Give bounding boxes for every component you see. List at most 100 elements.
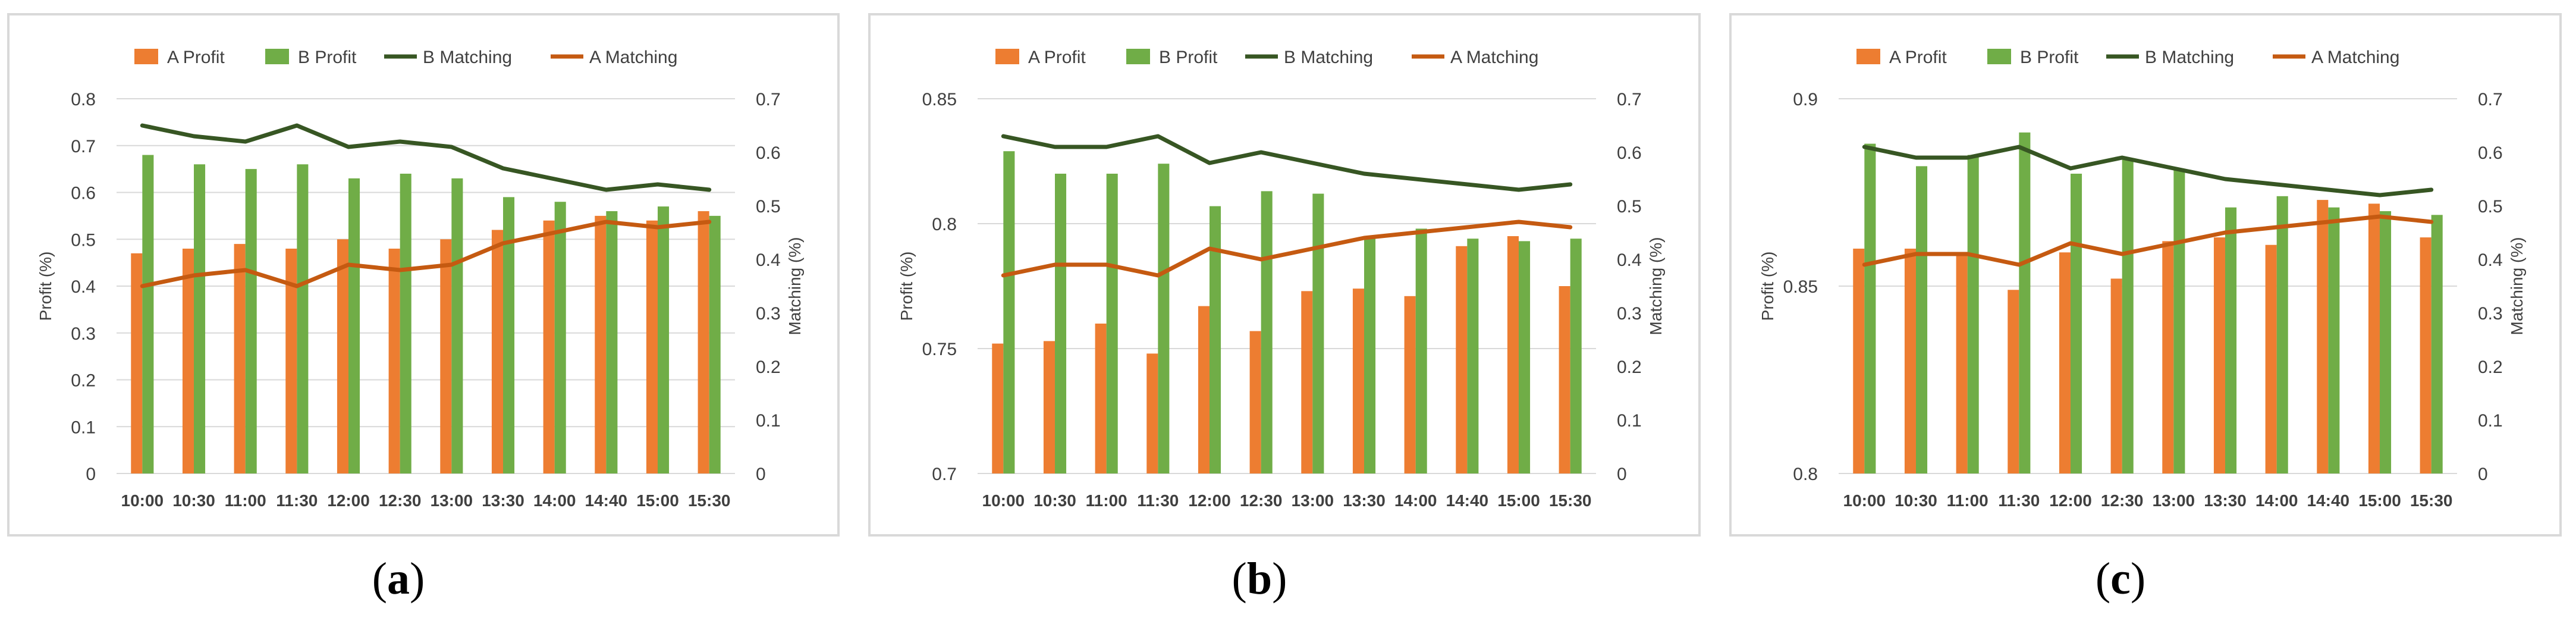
x-tick-label-c: 15:30 [2410,491,2453,510]
bar-c-a-profit [1904,249,1916,473]
bar-c-b-profit [1864,143,1876,474]
x-tick-label-b: 10:00 [982,491,1025,510]
x-tick-label-c: 11:30 [1998,491,2040,510]
bar-a-b-profit [658,206,670,473]
bar-b-a-profit [1043,341,1055,473]
chart-svg-c: 0.8 0.85 0.9 0 0.1 0.2 0.3 0.4 0.5 0.6 0.7 Profit (… [1758,48,2526,510]
x-tick-label-c: 13:00 [2153,491,2195,510]
x-tick-label-a: 11:00 [225,491,266,510]
chart-svg-a: 0 0.1 0.2 0.3 0.4 0.5 0.6 0.7 0.8 0 0.1 0.2 0.3 0.4 0.… [36,48,804,510]
y2-tick-label-c: 0.7 [2478,90,2503,109]
y2-tick-label-c: 0.2 [2478,357,2503,377]
y-tick-label-b: 0.8 [932,215,957,234]
y-tick-label-b: 0.7 [932,465,957,484]
bar-b-b-profit [1261,191,1273,473]
x-tick-label-a: 15:30 [688,491,731,510]
y-tick-label-b: 0.85 [922,90,957,109]
y-tick-label-a: 0.1 [71,418,96,437]
legend-c-a-profit-swatch [1856,49,1880,64]
x-tick-label-a: 12:30 [379,491,422,510]
x-tick-label-b: 12:30 [1240,491,1283,510]
bar-a-b-profit [142,155,154,473]
legend-a-a-matching-label: A Matching [589,48,677,67]
bar-b-b-profit [1519,241,1531,473]
bar-c-a-profit [2162,241,2174,473]
x-tick-label-c: 12:30 [2101,491,2144,510]
bar-b-a-profit [1301,291,1313,473]
bar-c-b-profit [2173,170,2185,473]
y2-tick-label-b: 0.5 [1617,197,1642,217]
bar-c-b-profit [2122,158,2134,473]
bar-b-b-profit [1210,206,1221,473]
x-tick-label-b: 11:30 [1137,491,1179,510]
line-a-b-matching [140,123,712,192]
y-axis-title-c: Profit (%) [1758,252,1777,321]
line-b-a-matching [1001,219,1573,278]
line-c-a-matching [1862,214,2434,267]
y2-tick-label-c: 0.3 [2478,304,2503,324]
bar-c-a-profit [2265,244,2277,473]
caption-c-letter: c [2110,554,2131,604]
y-axis-title-b: Profit (%) [897,252,916,321]
bar-b-b-profit [1570,239,1582,473]
legend-b-a-profit-label: A Profit [1028,48,1086,67]
y2-tick-label-b: 0.6 [1617,143,1642,163]
line-b-b-matching [1001,134,1573,192]
y2-tick-label-a: 0.5 [756,197,781,217]
y2-tick-label-a: 0.1 [756,411,781,431]
y2-tick-label-c: 0.6 [2478,143,2503,163]
y2-tick-label-b: 0.7 [1617,90,1642,109]
bar-b-a-profit [1198,306,1210,473]
x-tick-label-a: 11:30 [276,491,318,510]
bar-a-b-profit [348,178,360,473]
y2-axis-title-a: Matching (%) [786,237,804,335]
x-tick-label-b: 14:40 [1446,491,1489,510]
bar-c-b-profit [2431,215,2443,473]
line-c-b-matching [1862,145,2434,197]
bar-a-b-profit [606,211,618,473]
line-a-a-matching [140,219,712,288]
bar-a-a-profit [234,244,246,473]
bar-c-a-profit [2110,278,2122,473]
legend-c-a-profit-label: A Profit [1889,48,1947,67]
bar-c-b-profit [2225,207,2237,473]
y2-tick-label-b: 0.3 [1617,304,1642,324]
x-tick-label-c: 10:30 [1895,491,1937,510]
bar-c-a-profit [1956,252,1968,473]
bar-c-b-profit [1967,155,1979,473]
bar-a-a-profit [646,220,658,473]
bar-c-b-profit [2019,132,2031,473]
bar-a-a-profit [543,220,555,473]
y2-tick-label-a: 0.3 [756,304,781,324]
x-tick-label-c: 11:00 [1947,491,1988,510]
chart-svg-b: 0.7 0.75 0.8 0.85 0 0.1 0.2 0.3 0.4 0.5 0.6 0.7 Prof… [897,48,1665,510]
bar-c-a-profit [2008,290,2019,473]
legend-a-b-profit-label: B Profit [298,48,357,67]
legend-b-a-matching-label: A Matching [1450,48,1538,67]
y-tick-label-a: 0.6 [71,184,96,203]
y2-tick-label-a: 0 [756,465,766,484]
bar-b-a-profit [1352,288,1364,473]
y-tick-label-c: 0.85 [1783,277,1818,297]
bar-b-a-profit [992,343,1004,473]
x-tick-label-c: 14:40 [2307,491,2350,510]
bar-a-b-profit [245,169,257,473]
chart-panel-b: 0.7 0.75 0.8 0.85 0 0.1 0.2 0.3 0.4 0.5 0.6 0.7 Prof… [868,13,1701,537]
y2-tick-label-b: 0.4 [1617,250,1642,270]
bar-c-a-profit [2213,237,2225,473]
y2-tick-label-a: 0.6 [756,143,781,163]
y-tick-label-a: 0.3 [71,324,96,344]
bar-a-a-profit [337,239,348,473]
y-tick-label-c: 0.8 [1793,465,1818,484]
y2-tick-label-b: 0.2 [1617,357,1642,377]
bar-b-a-profit [1559,286,1570,473]
y2-tick-label-a: 0.7 [756,90,781,109]
bar-b-a-profit [1456,246,1468,473]
legend-b-b-matching-label: B Matching [1284,48,1373,67]
y-tick-label-a: 0.5 [71,230,96,250]
legend-a-a-profit-swatch [134,49,158,64]
bar-b-b-profit [1003,151,1015,473]
bar-b-b-profit [1106,174,1118,473]
bar-a-b-profit [400,174,411,473]
bar-b-a-profit [1146,353,1158,473]
